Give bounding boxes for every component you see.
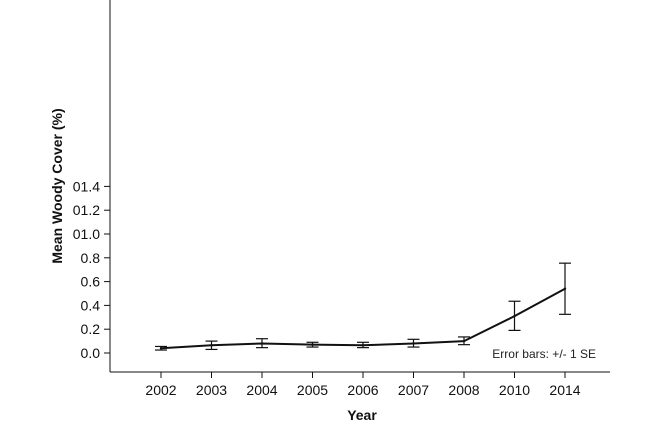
x-tick-label: 2003	[196, 382, 227, 398]
data-point	[412, 342, 415, 345]
data-point	[513, 314, 516, 318]
data-point	[260, 342, 264, 345]
y-tick-label: 01.2	[73, 202, 100, 218]
data-point	[563, 287, 567, 290]
data-point	[210, 344, 213, 347]
y-axis-title: Mean Woody Cover (%)	[49, 108, 65, 263]
y-tick-label: 0.8	[81, 250, 101, 266]
y-tick-label: 0.2	[81, 321, 101, 337]
y-tick-label: 0.6	[81, 274, 101, 290]
data-point	[462, 339, 466, 343]
y-axis-ticks: 0.0 0.2 0.4 0.6 0.8 01.0 01.2 01.4	[73, 178, 110, 361]
x-tick-label: 2002	[145, 382, 176, 398]
y-tick-label: 01.0	[73, 226, 100, 242]
data-point	[311, 343, 314, 346]
x-tick-label: 2006	[347, 382, 378, 398]
series-layer	[155, 262, 571, 351]
x-tick-label: 2007	[398, 382, 429, 398]
x-tick-label: 2005	[297, 382, 328, 398]
x-tick-label: 2010	[499, 382, 530, 398]
series-line	[160, 287, 566, 350]
data-point	[361, 344, 365, 347]
y-tick-label: 0.0	[81, 345, 101, 361]
x-tick-label: 2014	[549, 382, 580, 398]
data-point	[159, 347, 163, 350]
x-axis-title: Year	[347, 407, 377, 423]
y-tick-label: 0.4	[81, 297, 101, 313]
x-axis-ticks: 2002 2003 2004 2005 2006 2007 2008 2010 2014	[145, 372, 581, 398]
x-tick-label: 2004	[246, 382, 277, 398]
error-bars-note: Error bars: +/- 1 SE	[492, 347, 596, 361]
x-tick-label: 2008	[448, 382, 479, 398]
y-tick-label: 01.4	[73, 178, 100, 194]
